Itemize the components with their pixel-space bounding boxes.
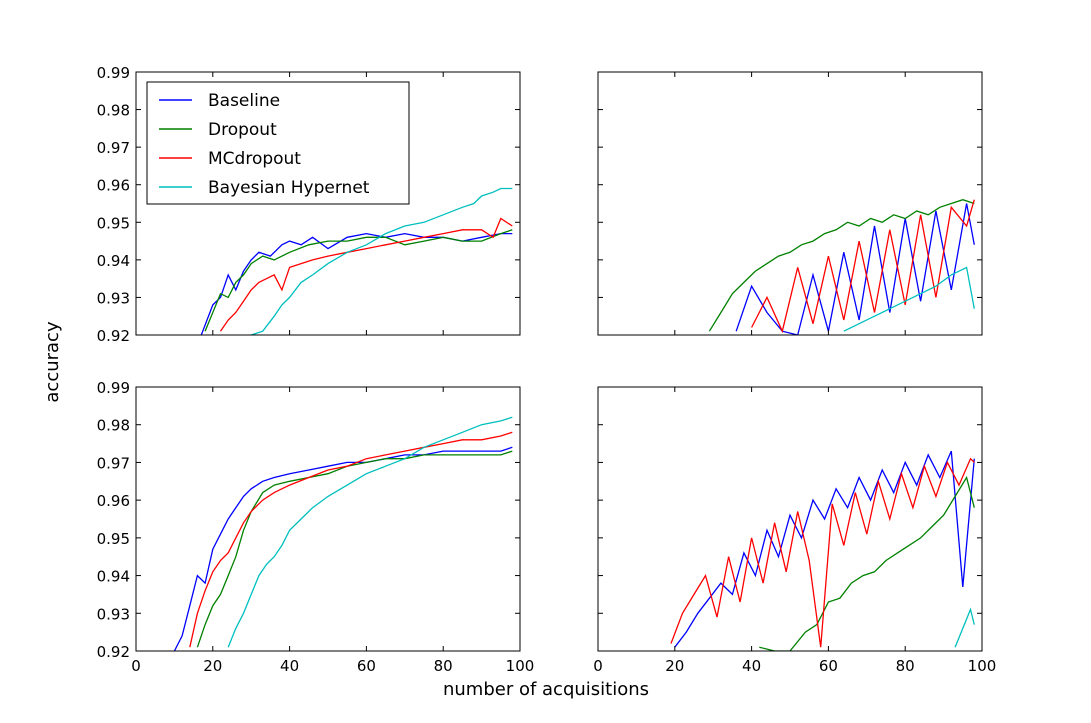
y-tick-label: 0.99 [97,379,130,397]
y-tick-label: 0.96 [97,177,130,195]
axes-frame [135,386,521,652]
series-line-mcdropout [670,457,975,648]
axes-frame [597,386,983,652]
x-tick-label: 100 [506,657,535,675]
series-group [173,416,513,651]
x-axis-label: number of acquisitions [443,679,649,700]
axes-frame [597,71,983,336]
x-tick-label: 40 [742,657,761,675]
y-tick-label: 0.98 [97,417,130,435]
series-group [200,187,513,335]
series-line-baseline [173,446,513,651]
y-tick-label: 0.95 [97,530,130,548]
y-tick-label: 0.97 [97,139,130,157]
x-tick-label: 20 [203,657,222,675]
legend-label: Bayesian Hypernet [208,178,370,198]
series-line-baseline [735,203,975,335]
subplot-top-left: 0.92 0.93 0.94 0.95 0.96 0.97 0.98 0.99 [97,64,521,345]
series-line-bayesian-hypernet [227,416,513,648]
x-tick-label: 0 [593,657,603,675]
y-tick-label: 0.93 [97,289,130,307]
x-tick-label: 80 [896,657,915,675]
series-line-mcdropout [189,431,513,648]
series-line-bayesian-hypernet [954,607,975,648]
x-tick-label: 40 [280,657,299,675]
series-line-dropout [708,199,975,332]
legend-label: Dropout [208,120,277,140]
legend-label: Baseline [208,91,280,111]
series-line-mcdropout [751,199,975,334]
y-tick-label: 0.94 [97,252,130,270]
y-tick-label: 0.96 [97,492,130,510]
y-tick-label: 0.98 [97,102,130,120]
series-line-bayesian-hypernet [843,266,975,332]
y-tick-label: 0.97 [97,454,130,472]
x-tick-label: 60 [819,657,838,675]
y-tick-label: 0.94 [97,568,130,586]
y-tick-label: 0.99 [97,64,130,82]
legend: Baseline Dropout MCdropout Bayesian Hyperne… [146,81,410,205]
x-tick-label: 0 [131,657,141,675]
x-tick-label: 80 [434,657,453,675]
subplot-bottom-right: 0 20 40 60 80 100 [593,386,997,675]
y-axis-label: accuracy [42,321,63,403]
series-line-bayesian-hypernet [250,187,513,335]
x-tick-label: 60 [357,657,376,675]
x-tick-label: 20 [665,657,684,675]
subplot-grid: 0.92 0.93 0.94 0.95 0.96 0.97 0.98 0.99 0.92 0.93… [97,64,997,675]
series-line-dropout [204,229,513,332]
y-tick-label: 0.92 [97,643,130,661]
y-tick-label: 0.95 [97,214,130,232]
series-group [670,450,975,651]
y-tick-label: 0.93 [97,605,130,623]
legend-label: MCdropout [208,149,301,169]
subplot-top-right [597,71,983,336]
series-line-dropout [759,475,975,651]
series-line-mcdropout [219,217,513,332]
subplot-bottom-left: 0.92 0.93 0.94 0.95 0.96 0.97 0.98 0.99 0 20 40 60 8… [97,379,535,675]
legend-box [146,81,410,205]
series-group [708,199,975,335]
axes-frame [135,71,521,336]
x-tick-label: 100 [968,657,997,675]
y-tick-label: 0.92 [97,327,130,345]
